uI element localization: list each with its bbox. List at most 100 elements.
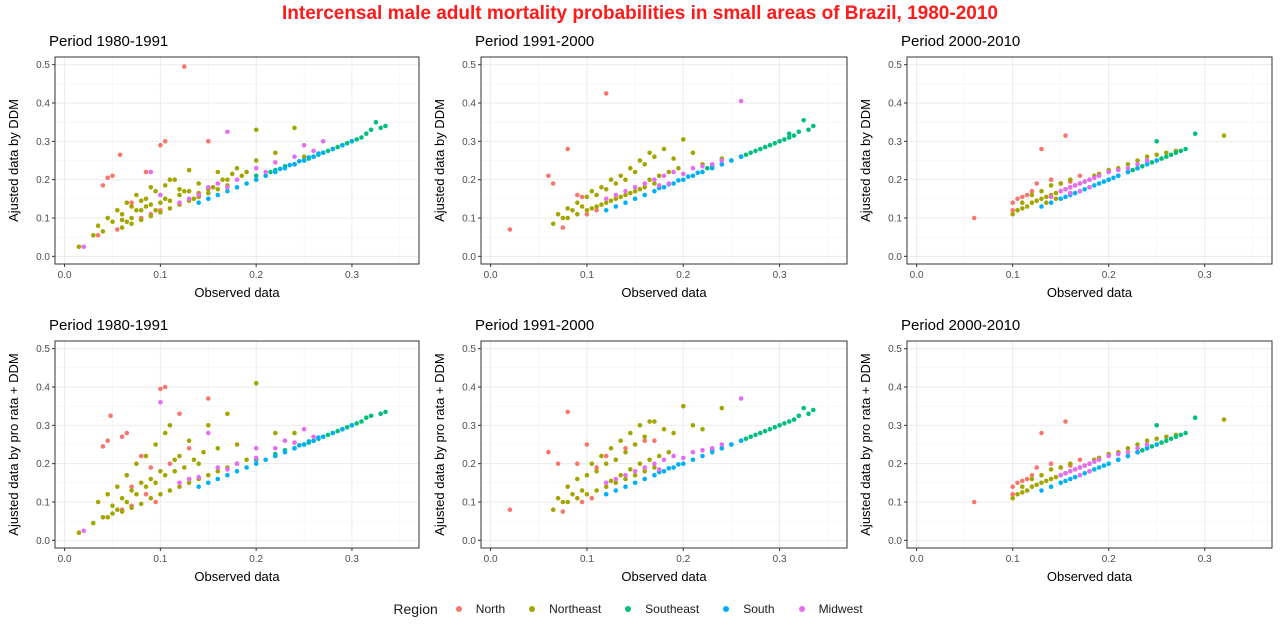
data-point-south: [273, 169, 278, 175]
data-point-northeast: [100, 229, 106, 234]
legend-key-south: [723, 606, 730, 612]
data-point-north: [575, 192, 580, 198]
data-point-midwest: [282, 438, 288, 444]
series-midwest: [81, 129, 326, 250]
main-title: Intercensal male adult mortality probabi…: [282, 3, 998, 24]
data-point-northeast: [1034, 482, 1039, 488]
data-point-south: [320, 150, 326, 156]
data-point-northeast: [119, 211, 125, 217]
data-point-south: [719, 446, 725, 451]
data-point-north: [148, 465, 154, 470]
data-point-midwest: [1096, 173, 1102, 179]
data-point-south: [695, 170, 700, 176]
data-point-northeast: [206, 190, 211, 196]
data-point-northeast: [1154, 436, 1159, 442]
data-point-south: [1092, 467, 1097, 472]
series-north: [971, 133, 1083, 221]
data-point-southeast: [753, 432, 758, 438]
y-tick-label: 0.0: [888, 252, 902, 263]
data-point-south: [349, 423, 355, 428]
data-point-northeast: [196, 181, 201, 186]
data-point-northeast: [594, 192, 599, 198]
data-point-south: [1144, 162, 1150, 167]
y-axis-label: Ajusted data by pro rata + DDM: [858, 353, 873, 535]
y-tick-label: 0.3: [36, 421, 50, 432]
data-point-southeast: [1164, 438, 1169, 444]
data-point-southeast: [1154, 423, 1159, 428]
data-point-northeast: [143, 453, 149, 459]
data-point-northeast: [143, 484, 149, 490]
data-point-northeast: [172, 469, 177, 474]
panel-1: 0.0 0.1 0.2 0.3 0.0 0.1 0.2 0.3 0.4 0.5 Period 198…: [6, 33, 420, 300]
data-point-northeast: [642, 434, 647, 440]
x-tick-label: 0.1: [1006, 554, 1020, 565]
data-point-southeast: [753, 148, 758, 154]
data-point-northeast: [642, 469, 647, 474]
data-point-midwest: [196, 192, 201, 198]
data-point-south: [330, 430, 336, 436]
data-point-northeast: [186, 480, 192, 486]
data-point-northeast: [584, 194, 590, 200]
panel-border: [54, 56, 420, 265]
data-point-northeast: [1020, 490, 1025, 495]
data-point-northeast: [603, 484, 609, 490]
data-point-northeast: [191, 457, 197, 463]
data-point-north: [565, 409, 570, 415]
data-point-northeast: [172, 177, 177, 182]
data-point-northeast: [565, 499, 570, 505]
data-point-southeast: [796, 413, 802, 419]
panel-3: 0.0 0.1 0.2 0.3 0.0 0.1 0.2 0.3 0.4 0.5 Period 200…: [858, 33, 1273, 300]
data-point-south: [316, 151, 321, 156]
data-point-midwest: [1106, 169, 1111, 175]
data-point-north: [117, 152, 123, 158]
data-point-southeast: [786, 135, 792, 140]
data-point-northeast: [1044, 478, 1049, 484]
data-point-northeast: [661, 426, 667, 432]
data-point-southeast: [772, 141, 778, 146]
data-point-southeast: [743, 152, 749, 158]
data-point-northeast: [148, 202, 154, 207]
data-point-northeast: [1029, 200, 1035, 205]
data-point-northeast: [124, 472, 130, 478]
y-tick-label: 0.3: [462, 421, 476, 432]
data-point-south: [234, 469, 240, 474]
data-point-northeast: [666, 449, 672, 455]
data-point-south: [700, 169, 705, 175]
data-point-southeast: [325, 432, 331, 438]
data-point-midwest: [206, 185, 211, 190]
data-point-north: [584, 211, 590, 217]
data-point-northeast: [138, 198, 144, 204]
data-point-midwest: [1144, 442, 1150, 447]
data-point-northeast: [628, 190, 633, 196]
data-point-south: [234, 185, 240, 190]
series-south: [603, 154, 744, 213]
data-point-south: [738, 154, 744, 159]
data-point-north: [206, 139, 211, 144]
data-point-south: [603, 492, 609, 497]
x-tick-label: 0.2: [676, 554, 690, 565]
panel-title: Period 1980-1991: [49, 33, 168, 50]
data-point-south: [244, 181, 249, 186]
data-point-northeast: [167, 177, 173, 182]
data-point-northeast: [129, 215, 134, 221]
data-point-north: [182, 64, 187, 69]
data-point-southeast: [1159, 440, 1164, 445]
data-point-midwest: [603, 196, 609, 202]
series-midwest: [1048, 158, 1150, 200]
data-point-midwest: [656, 467, 662, 472]
data-point-northeast: [292, 125, 297, 131]
data-point-southeast: [786, 419, 792, 424]
data-point-northeast: [632, 442, 638, 447]
data-point-midwest: [177, 200, 182, 205]
data-point-midwest: [632, 469, 638, 474]
data-point-northeast: [1024, 204, 1030, 209]
data-point-southeast: [383, 123, 388, 129]
data-point-south: [320, 434, 326, 440]
data-point-midwest: [1092, 459, 1097, 465]
x-tick-label: 0.2: [676, 270, 690, 281]
panel-title: Period 2000-2010: [901, 33, 1020, 50]
panel-6: 0.0 0.1 0.2 0.3 0.0 0.1 0.2 0.3 0.4 0.5 Period 200…: [858, 317, 1273, 584]
data-point-south: [729, 442, 734, 447]
data-point-north: [1010, 208, 1015, 213]
data-point-midwest: [690, 165, 696, 171]
